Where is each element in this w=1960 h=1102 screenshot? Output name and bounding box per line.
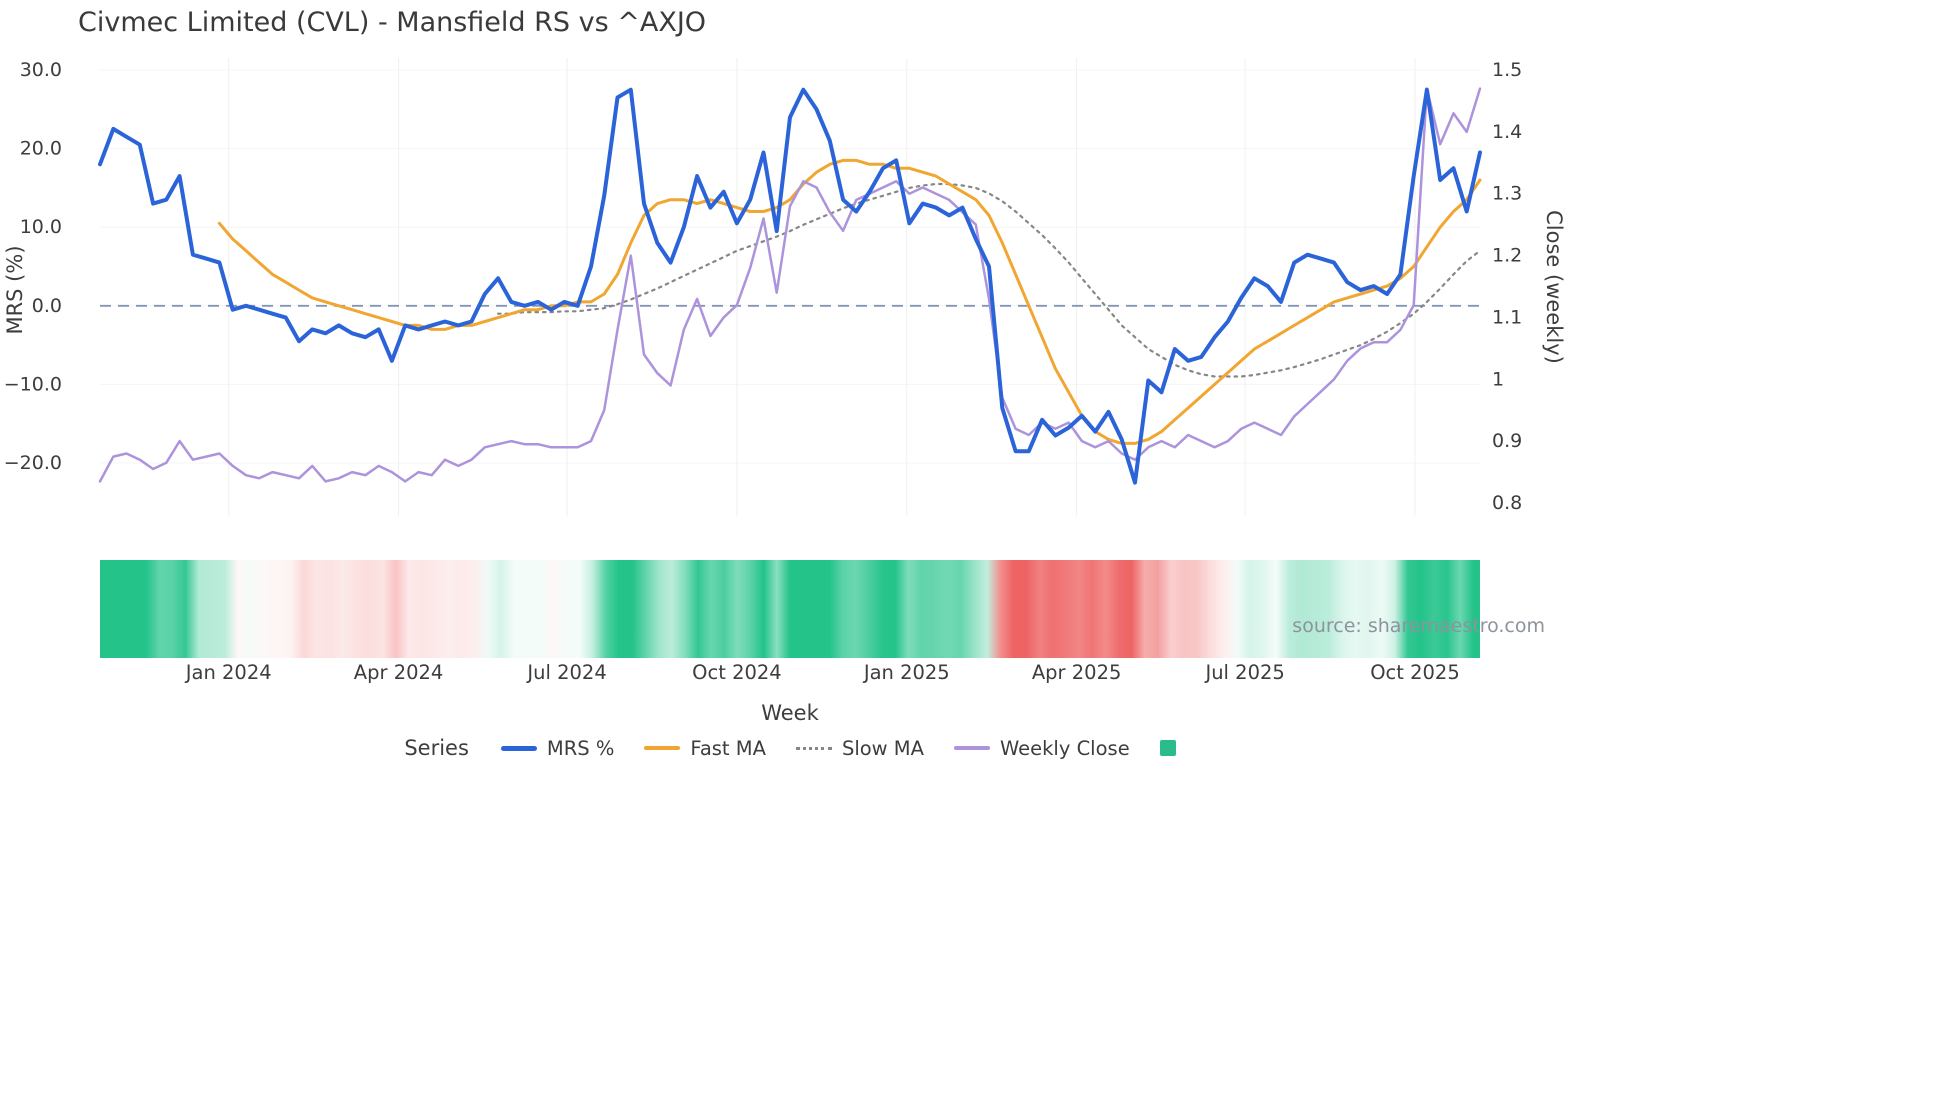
- x-axis-tick-label: Jul 2025: [1205, 661, 1285, 684]
- legend-item-weekly-close: Weekly Close: [953, 736, 1130, 760]
- x-axis-tick-label: Apr 2024: [353, 661, 444, 684]
- y-axis-left-tick-label: 10.0: [20, 216, 62, 238]
- weekly-close-line: [98, 87, 1482, 483]
- y-axis-right-tick-label: 1: [1492, 368, 1504, 390]
- chart-title: Civmec Limited (CVL) - Mansfield RS vs ^…: [78, 7, 707, 38]
- mrs-line-swatch-icon: [500, 745, 537, 751]
- y-axis-right-tick-label: 0.9: [1492, 430, 1522, 452]
- y-axis-right-tick-label: 1.5: [1492, 59, 1522, 81]
- x-axis-title: Week: [761, 701, 819, 725]
- legend-title: Series: [404, 736, 469, 760]
- x-axis-tick-labels: Jan 2024 Apr 2024 Jul 2024 Oct 2024 Jan 2025…: [0, 661, 1960, 687]
- legend-label-slow-ma: Slow MA: [841, 736, 924, 760]
- slow-ma-line: [497, 182, 1482, 378]
- chart-legend: Series MRS % Fast MA Slow MA Weekly Clos…: [100, 736, 1480, 760]
- legend-item-mrs: MRS %: [500, 736, 615, 760]
- y-axis-left-tick-label: −20.0: [4, 452, 62, 474]
- legend-item-slow-ma: Slow MA: [795, 736, 924, 760]
- y-axis-left-tick-label: 20.0: [20, 138, 62, 160]
- x-axis-tick-label: Jan 2025: [863, 661, 950, 684]
- y-axis-left-title: MRS (%): [3, 245, 27, 334]
- legend-label-fast-ma: Fast MA: [690, 736, 766, 760]
- fast-ma-line-swatch-icon: [644, 746, 681, 750]
- source-credit: source: sharemaestro.com: [1292, 615, 1545, 637]
- y-axis-left-tick-label: −10.0: [4, 373, 62, 395]
- y-axis-right-tick-label: 1.3: [1492, 183, 1522, 205]
- legend-label-weekly-close: Weekly Close: [999, 736, 1130, 760]
- chart-canvas: 30.0 20.0 10.0 0.0 −10.0 −20.0 1.5 1.4 1.3 1.2 1.1…: [3, 58, 1566, 516]
- y-axis-right-title: Close (weekly): [1542, 210, 1566, 364]
- heatmap-legend-swatch-icon: [1159, 740, 1176, 756]
- legend-item-fast-ma: Fast MA: [644, 737, 766, 760]
- y-axis-right-tick-label: 1.4: [1492, 121, 1522, 143]
- mrs-line: [98, 87, 1482, 485]
- x-axis-tick-label: Oct 2024: [692, 661, 782, 684]
- y-axis-left-tick-label: 0.0: [32, 295, 62, 317]
- fast-ma-line: [217, 158, 1482, 445]
- slow-ma-line-swatch-icon: [795, 746, 832, 750]
- weekly-close-line-swatch-icon: [953, 746, 990, 750]
- legend-label-mrs: MRS %: [546, 736, 615, 760]
- x-axis-tick-label: Jul 2024: [527, 661, 607, 684]
- mansfield-heatmap-strip: [100, 560, 1480, 658]
- x-axis-tick-label: Apr 2025: [1031, 661, 1122, 684]
- y-axis-right-tick-label: 1.1: [1492, 306, 1522, 328]
- y-axis-right-tick-label: 0.8: [1492, 492, 1522, 514]
- x-axis-tick-label: Oct 2025: [1370, 661, 1460, 684]
- x-axis-tick-label: Jan 2024: [185, 661, 272, 684]
- y-axis-right-tick-label: 1.2: [1492, 245, 1522, 267]
- y-axis-left-tick-label: 30.0: [20, 59, 62, 81]
